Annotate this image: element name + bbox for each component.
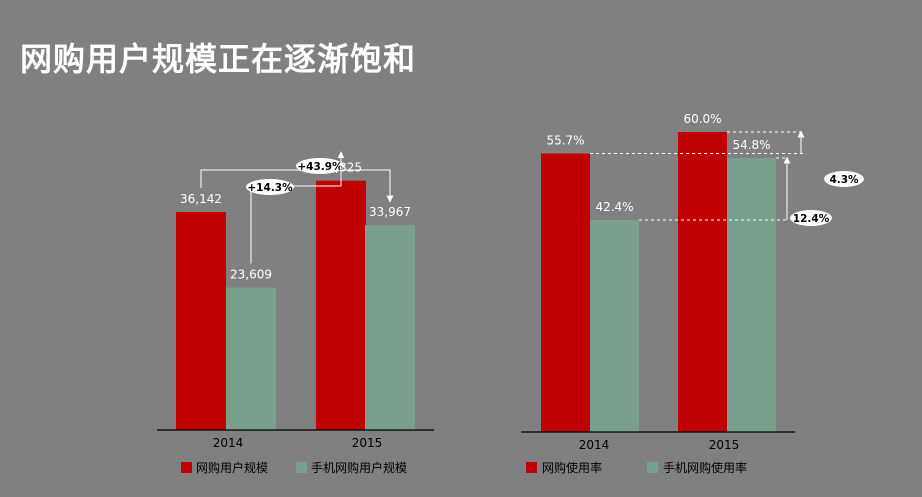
legend-label-chart2-s2: 手机网购使用率	[663, 460, 747, 475]
bar-chart1-s2-2014	[226, 287, 276, 430]
data-label-chart2-s1-2014: 55.7%	[546, 134, 584, 148]
tick-label-chart2-2014: 2014	[579, 438, 610, 452]
diff-annotation-2: 12.4%	[793, 213, 830, 225]
legend-swatch-chart1-s2	[296, 462, 307, 473]
data-label-chart1-s1-2014: 36,142	[180, 192, 222, 206]
bar-chart2-s2-2014	[590, 220, 639, 432]
data-label-chart1-s2-2014: 23,609	[230, 268, 272, 282]
growth-annotation-2-pill	[246, 179, 294, 195]
bar-chart2-s1-2015	[678, 132, 727, 432]
bar-chart1-s2-2015	[365, 225, 415, 430]
bar-chart2-s1-2014	[541, 153, 590, 432]
legend-label-chart1-s1: 网购用户规模	[196, 460, 268, 475]
bar-chart1-s1-2014	[176, 211, 226, 430]
bar-chart1-s1-2015	[316, 180, 366, 430]
tick-label-chart1-2014: 2014	[213, 436, 244, 450]
diff-annotation-1: 4.3%	[829, 174, 859, 186]
tick-label-chart1-2015: 2015	[352, 436, 383, 450]
legend-swatch-chart2-s2	[647, 462, 658, 473]
growth-annotation-1-pill	[296, 158, 344, 174]
tick-label-chart2-2015: 2015	[709, 438, 740, 452]
legend-swatch-chart1-s1	[181, 462, 192, 473]
legend-label-chart1-s2: 手机网购用户规模	[311, 460, 407, 475]
data-label-chart2-s1-2015: 60.0%	[683, 112, 721, 126]
data-label-chart2-s2-2015: 54.8%	[732, 138, 770, 152]
growth-arrow-1	[200, 169, 394, 203]
legend-swatch-chart2-s1	[526, 462, 537, 473]
growth-arrow-2	[250, 151, 345, 264]
growth-annotation-1: +43.9%	[297, 161, 343, 173]
growth-annotation-2: +14.3%	[247, 182, 293, 194]
diff-annotation-1-pill	[824, 171, 864, 187]
legend-label-chart2-s1: 网购使用率	[542, 460, 602, 475]
data-label-chart2-s2-2014: 42.4%	[595, 200, 633, 214]
diff-annotation-2-pill	[790, 210, 832, 226]
data-label-chart1-s2-2015: 33,967	[369, 205, 411, 219]
slide-title: 网购用户规模正在逐渐饱和	[20, 40, 417, 78]
bar-chart2-s2-2015	[727, 158, 776, 432]
